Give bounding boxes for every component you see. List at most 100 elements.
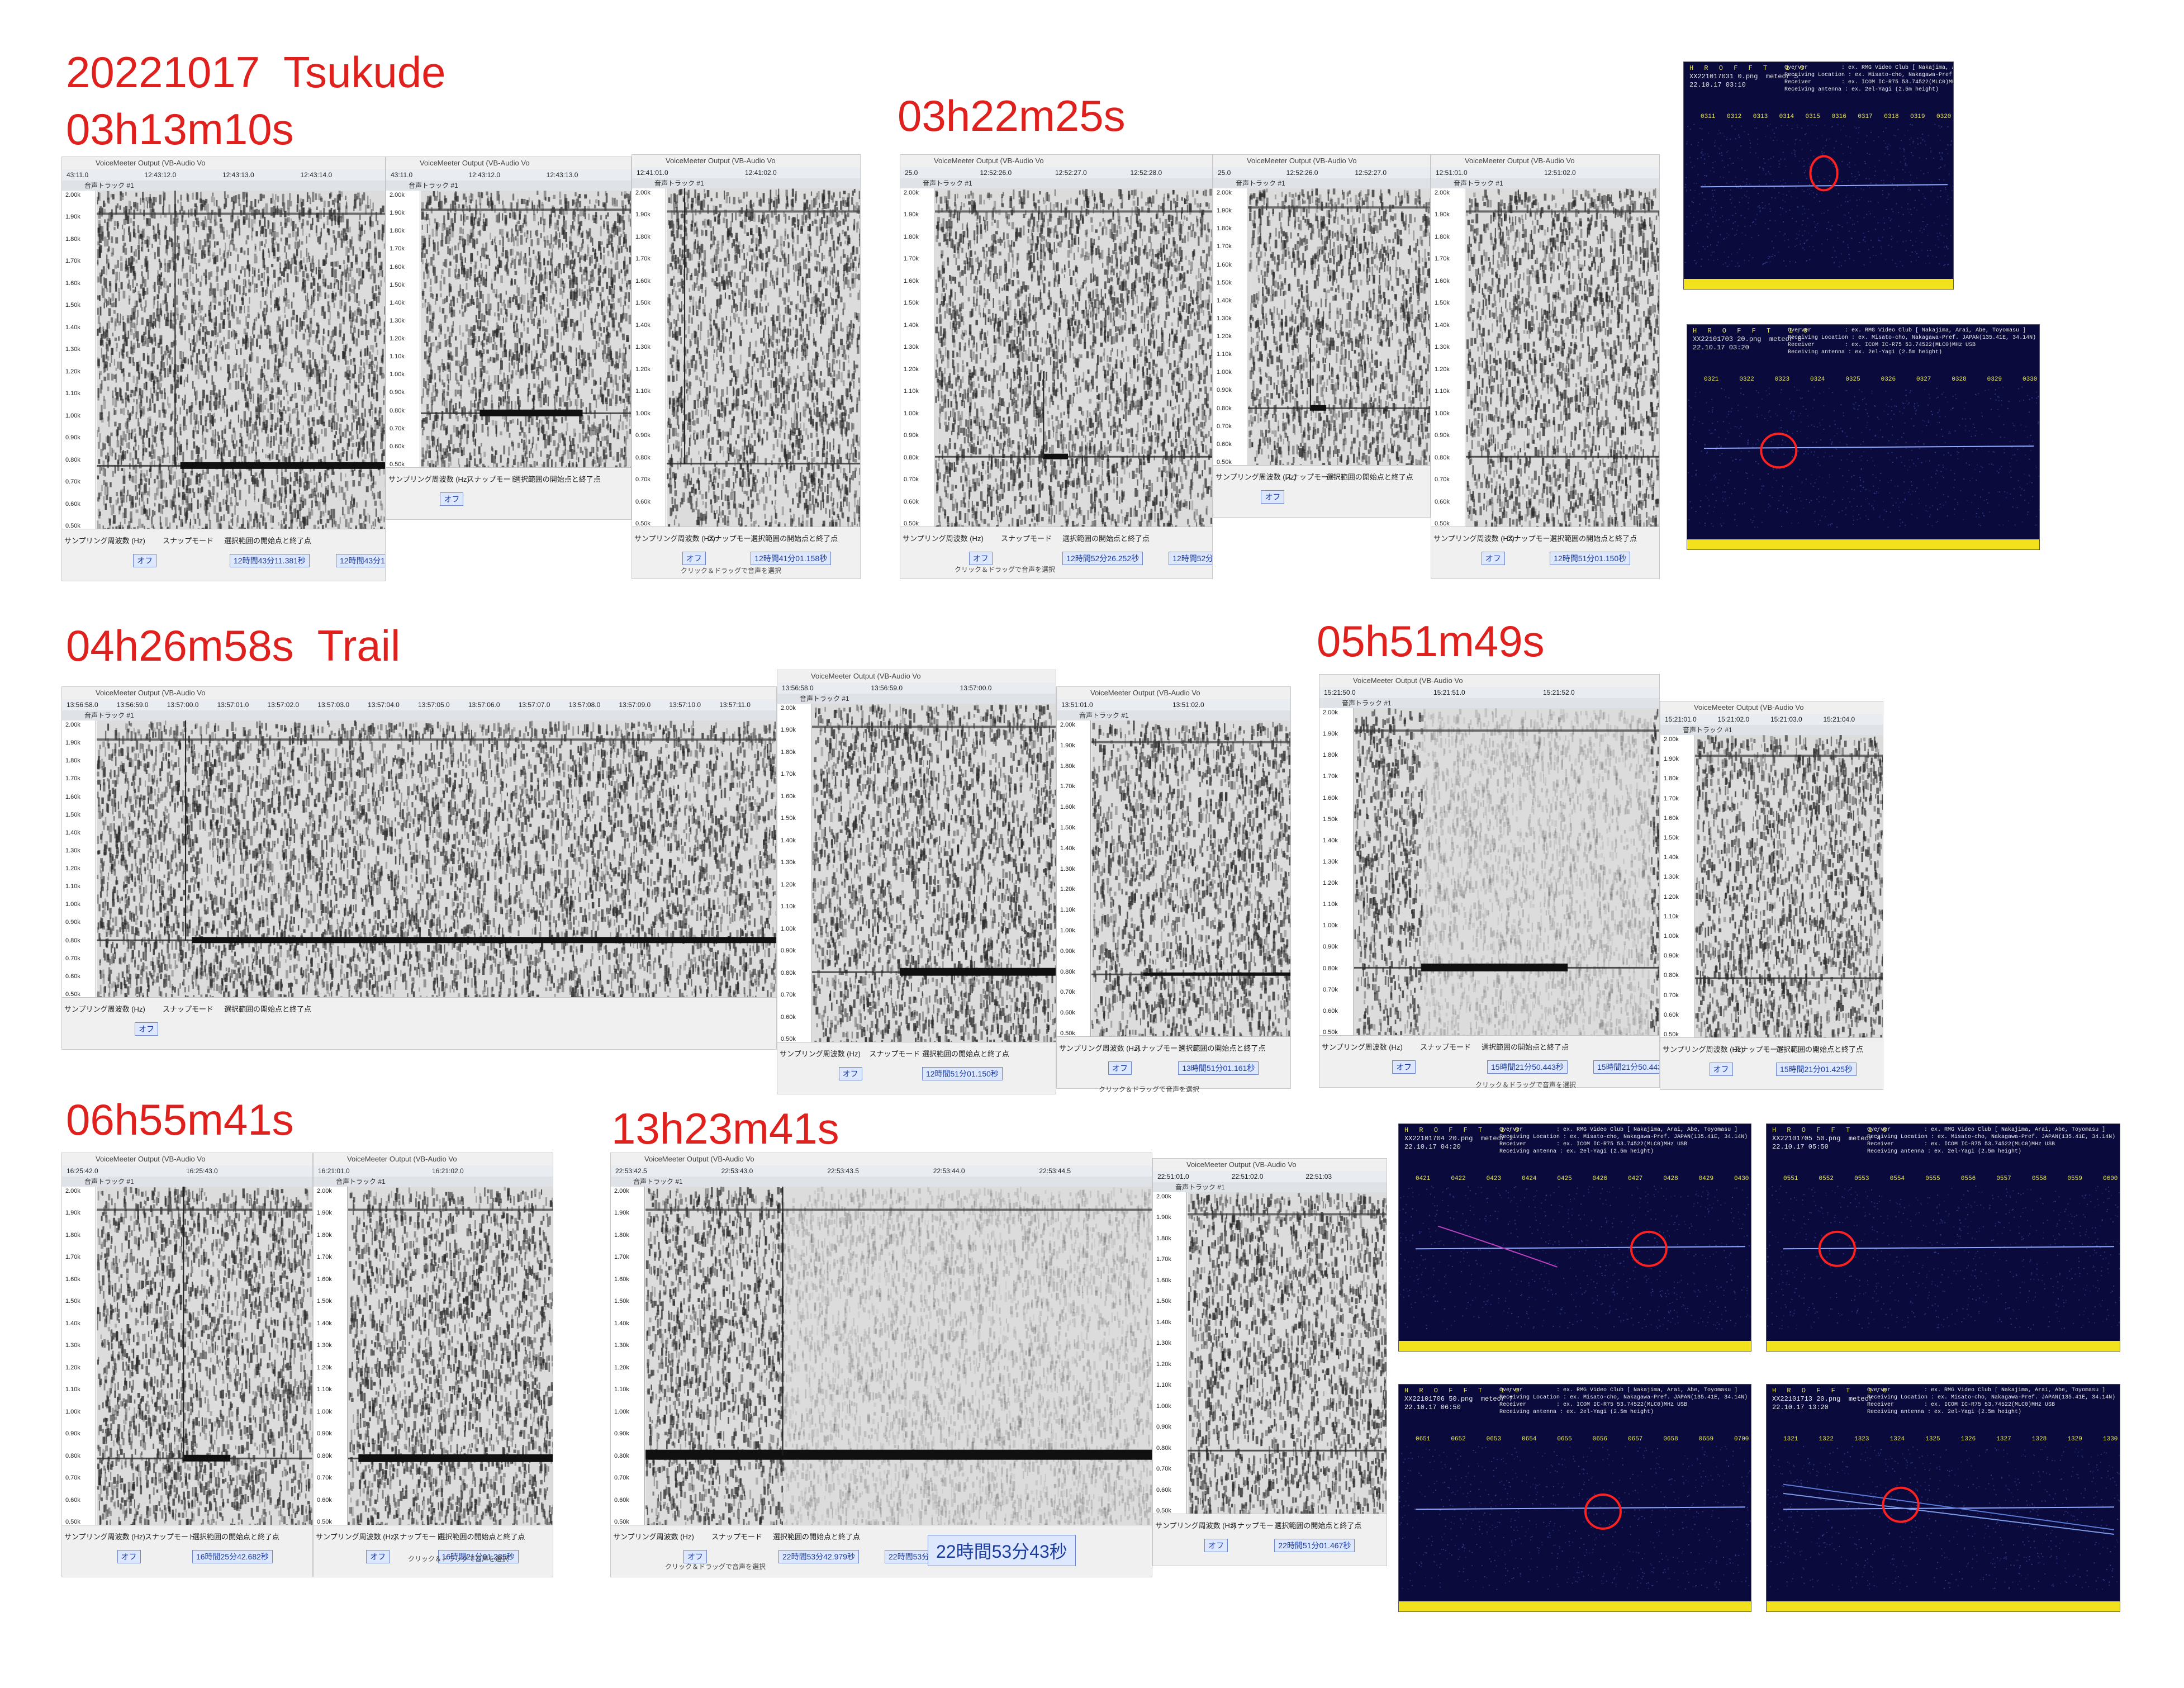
noise-speckle: [107, 373, 110, 381]
noise-speckle: [108, 213, 110, 221]
spectrogram-panel-a1[interactable]: VoiceMeeter Output (VB-Audio Vo 43:11.0 12…: [61, 157, 386, 581]
noise-speckle: [147, 407, 149, 412]
noise-speckle: [596, 287, 599, 291]
noise-speckle: [543, 294, 545, 301]
noise-speckle: [369, 220, 372, 227]
noise-speckle: [569, 398, 571, 407]
noise-speckle: [147, 353, 149, 362]
noise-speckle: [239, 227, 241, 236]
noise-speckle: [308, 494, 310, 499]
noise-speckle: [151, 214, 154, 219]
noise-speckle: [550, 208, 552, 217]
noise-speckle: [257, 519, 260, 528]
noise-speckle: [194, 386, 196, 396]
noise-speckle: [143, 290, 145, 300]
noise-speckle: [254, 495, 255, 502]
spectrogram[interactable]: [97, 191, 385, 539]
noise-speckle: [358, 221, 360, 230]
noise-speckle: [293, 456, 295, 463]
noise-speckle: [229, 243, 231, 252]
noise-speckle: [329, 404, 331, 410]
noise-speckle: [585, 254, 588, 260]
noise-speckle: [624, 446, 626, 457]
noise-speckle: [184, 472, 187, 478]
timeline-ruler[interactable]: 43:11.0 12:43:12.0 12:43:13.0 12:43:14.0: [62, 169, 385, 181]
noise-speckle: [450, 300, 452, 306]
noise-speckle: [179, 351, 182, 359]
noise-speckle: [221, 430, 224, 439]
noise-speckle: [254, 270, 255, 276]
noise-speckle: [120, 435, 122, 445]
selection-start-field[interactable]: 12時間43分11.381秒: [230, 554, 310, 567]
noise-speckle: [154, 252, 156, 259]
selection-end-field[interactable]: 12時間43分11.381秒: [336, 554, 385, 567]
noise-speckle: [211, 319, 213, 323]
noise-speckle: [557, 443, 559, 451]
noise-speckle: [143, 485, 146, 495]
noise-speckle: [145, 371, 148, 376]
noise-speckle: [97, 259, 99, 265]
track-name[interactable]: 音声トラック #1: [386, 181, 631, 191]
noise-speckle: [196, 273, 197, 283]
timeline-ruler[interactable]: 43:11.0 12:43:12.0 12:43:13.0: [386, 169, 631, 181]
noise-speckle: [368, 259, 370, 267]
spectrogram[interactable]: [421, 191, 631, 477]
noise-speckle: [334, 386, 336, 395]
noise-speckle: [481, 356, 483, 362]
noise-speckle: [185, 425, 187, 430]
noise-speckle: [208, 288, 212, 296]
noise-speckle: [384, 321, 385, 328]
noise-speckle: [159, 315, 160, 323]
noise-speckle: [342, 316, 345, 325]
noise-speckle: [352, 333, 354, 341]
noise-speckle: [289, 472, 291, 482]
noise-speckle: [468, 461, 471, 470]
noise-speckle: [149, 315, 153, 324]
noise-speckle: [160, 281, 163, 286]
noise-speckle: [488, 309, 491, 316]
noise-speckle: [630, 381, 631, 388]
noise-speckle: [112, 396, 114, 406]
noise-speckle: [456, 196, 459, 202]
noise-speckle: [123, 207, 125, 214]
noise-speckle: [173, 471, 177, 480]
noise-speckle: [599, 323, 601, 330]
track-name[interactable]: 音声トラック #1: [62, 181, 385, 191]
noise-speckle: [198, 420, 200, 430]
noise-speckle: [327, 319, 331, 325]
noise-speckle: [340, 435, 342, 444]
spectrogram-panel-a2[interactable]: VoiceMeeter Output (VB-Audio Vo 43:11.0 12…: [386, 157, 632, 520]
noise-speckle: [258, 210, 260, 215]
noise-speckle: [271, 395, 274, 400]
noise-speckle: [136, 202, 139, 211]
snap-mode-select[interactable]: オフ: [133, 554, 157, 567]
noise-speckle: [106, 286, 107, 290]
noise-speckle: [205, 508, 208, 516]
noise-speckle: [140, 470, 143, 476]
noise-speckle: [592, 459, 594, 467]
noise-speckle: [241, 293, 244, 300]
noise-speckle: [543, 219, 546, 226]
noise-speckle: [114, 421, 117, 426]
noise-speckle: [243, 216, 246, 225]
noise-speckle: [287, 200, 290, 210]
noise-speckle: [154, 297, 155, 305]
noise-speckle: [99, 371, 102, 376]
noise-speckle: [331, 293, 335, 302]
noise-speckle: [227, 279, 229, 290]
noise-speckle: [272, 284, 274, 293]
noise-speckle: [101, 334, 103, 343]
noise-speckle: [332, 415, 335, 423]
noise-speckle: [327, 485, 329, 495]
noise-speckle: [562, 395, 564, 402]
noise-speckle: [204, 326, 207, 330]
noise-speckle: [363, 442, 365, 452]
noise-speckle: [319, 286, 320, 296]
noise-speckle: [360, 318, 363, 326]
noise-speckle: [161, 439, 164, 445]
noise-speckle: [377, 285, 379, 290]
noise-speckle: [202, 349, 205, 354]
noise-speckle: [158, 322, 160, 329]
noise-speckle: [353, 199, 357, 209]
noise-speckle: [459, 310, 460, 314]
